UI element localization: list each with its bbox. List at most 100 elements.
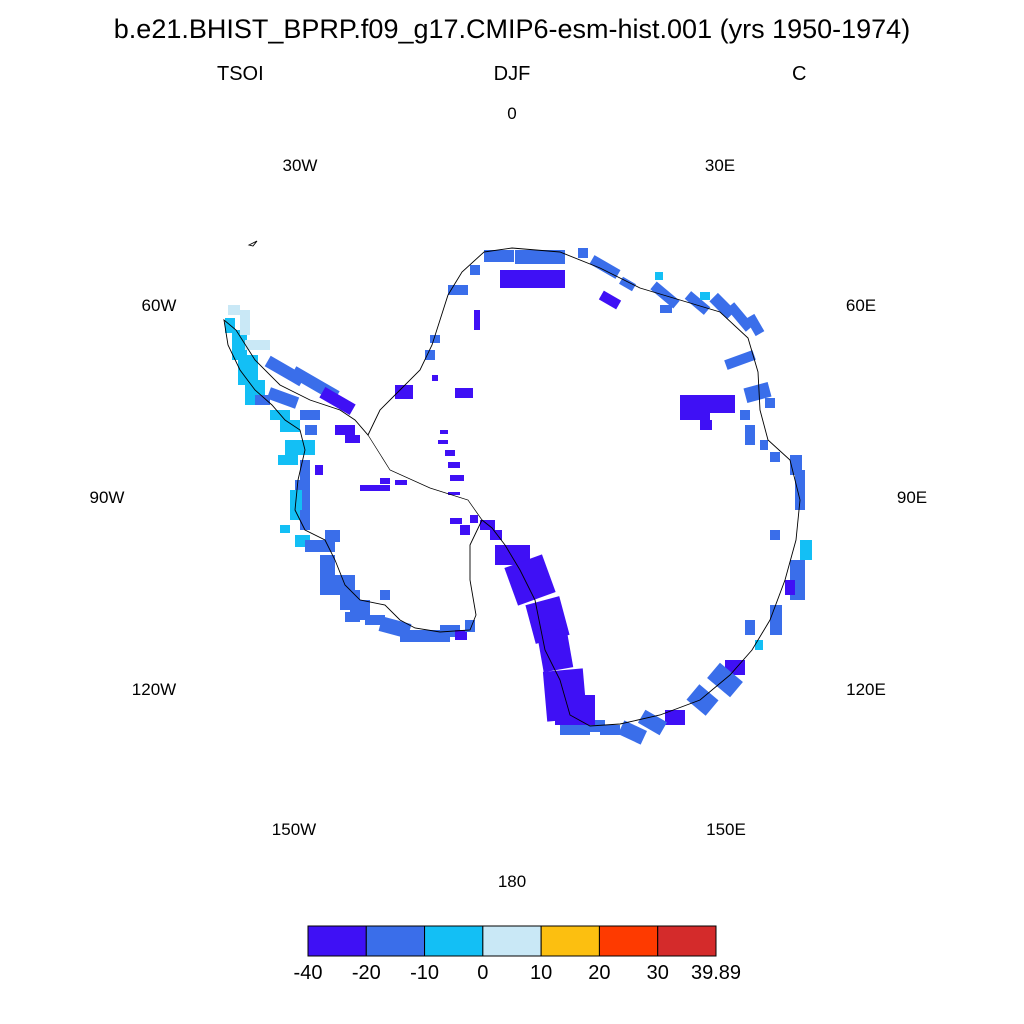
data-cell <box>655 272 663 280</box>
data-cell <box>755 640 763 650</box>
data-cell <box>536 627 574 673</box>
data-cell <box>650 281 680 309</box>
data-cell <box>425 350 435 360</box>
data-cell <box>600 725 620 735</box>
data-cell <box>710 395 735 413</box>
data-cell <box>555 695 595 725</box>
data-cell <box>345 612 360 622</box>
data-cell <box>266 387 300 409</box>
lon-label-120w: 120W <box>131 680 177 699</box>
colorbar-tick-label: -40 <box>293 962 323 984</box>
data-cell <box>430 335 440 343</box>
data-cell <box>455 388 473 398</box>
data-cell <box>255 395 270 405</box>
colorbar-tick-label: 10 <box>530 962 553 984</box>
lon-label-30e: 30E <box>704 156 736 175</box>
coastline <box>223 247 801 727</box>
data-cell <box>448 285 468 295</box>
data-cell <box>300 410 320 420</box>
lon-label-60e: 60E <box>845 296 877 315</box>
data-cell <box>680 395 710 420</box>
data-cell <box>765 398 775 408</box>
colorbar-tick-label: 39.89 <box>690 962 742 984</box>
data-cell <box>450 518 462 524</box>
data-cell <box>515 250 565 264</box>
data-cell <box>745 425 755 445</box>
data-cell <box>315 465 323 475</box>
data-cell <box>480 520 495 530</box>
data-cell <box>700 420 712 430</box>
data-cell <box>724 350 756 370</box>
data-cell <box>290 490 302 520</box>
colorbar-swatch <box>540 925 600 957</box>
data-cell <box>432 375 438 381</box>
data-cell <box>440 430 448 434</box>
data-cell <box>245 340 270 350</box>
data-cell <box>345 435 360 443</box>
colorbar-swatch <box>424 925 484 957</box>
data-cell <box>637 709 668 736</box>
lon-label-90e: 90E <box>896 488 928 507</box>
data-cell <box>484 250 514 262</box>
data-cell <box>395 385 413 399</box>
data-cell <box>238 355 258 385</box>
lon-label-150e: 150E <box>706 820 746 839</box>
data-cell <box>465 620 475 632</box>
data-cell <box>760 440 768 450</box>
data-cell <box>745 620 755 635</box>
data-cell <box>360 600 370 610</box>
colorbar-tick-label: 30 <box>646 962 669 984</box>
data-cell <box>740 410 750 420</box>
lon-label-0: 0 <box>507 104 517 123</box>
colorbar-swatch <box>482 925 542 957</box>
data-cell <box>395 480 407 485</box>
data-cell <box>619 276 636 292</box>
season-label: DJF <box>493 63 531 85</box>
data-cell <box>305 540 335 552</box>
data-cell <box>470 265 480 275</box>
colorbar <box>307 925 717 957</box>
data-cell <box>380 478 390 484</box>
data-cell <box>770 605 782 635</box>
data-cell <box>660 305 672 313</box>
data-cell <box>770 530 780 540</box>
data-cell <box>285 440 315 455</box>
colorbar-tick-label: -10 <box>410 962 440 984</box>
data-cell <box>460 525 470 535</box>
data-cell <box>684 291 711 315</box>
colorbar-tick-label: -20 <box>351 962 381 984</box>
data-cell <box>319 387 356 415</box>
data-cell <box>700 292 710 300</box>
data-cell <box>495 545 530 565</box>
lon-label-30w: 30W <box>282 156 318 175</box>
lon-label-90w: 90W <box>89 488 125 507</box>
data-cell <box>278 455 298 465</box>
data-cell <box>360 485 390 491</box>
main-title: b.e21.BHIST_BPRP.f09_g17.CMIP6-esm-hist.… <box>113 14 911 44</box>
peninsula-island <box>247 240 258 247</box>
colorbar-swatch <box>657 925 717 957</box>
data-cell <box>598 290 622 310</box>
variable-label: TSOI <box>217 63 264 85</box>
colorbar-tick-label: 0 <box>477 962 489 984</box>
data-cell <box>448 492 460 495</box>
data-cell <box>743 382 772 403</box>
units-label: C <box>792 63 807 85</box>
data-cell <box>665 710 685 725</box>
data-cell <box>365 615 385 625</box>
colorbar-swatch <box>307 925 367 957</box>
lon-label-60w: 60W <box>141 296 177 315</box>
data-cell <box>232 330 247 360</box>
data-cell <box>770 452 780 462</box>
data-cell <box>300 510 310 530</box>
data-cell <box>438 440 448 444</box>
data-cell <box>589 255 621 279</box>
data-cell <box>280 525 290 533</box>
data-cell <box>280 420 300 432</box>
data-cell <box>450 475 464 481</box>
data-cell <box>240 310 250 335</box>
data-cell <box>445 450 455 456</box>
data-cell <box>707 662 743 698</box>
data-cells <box>225 248 812 745</box>
